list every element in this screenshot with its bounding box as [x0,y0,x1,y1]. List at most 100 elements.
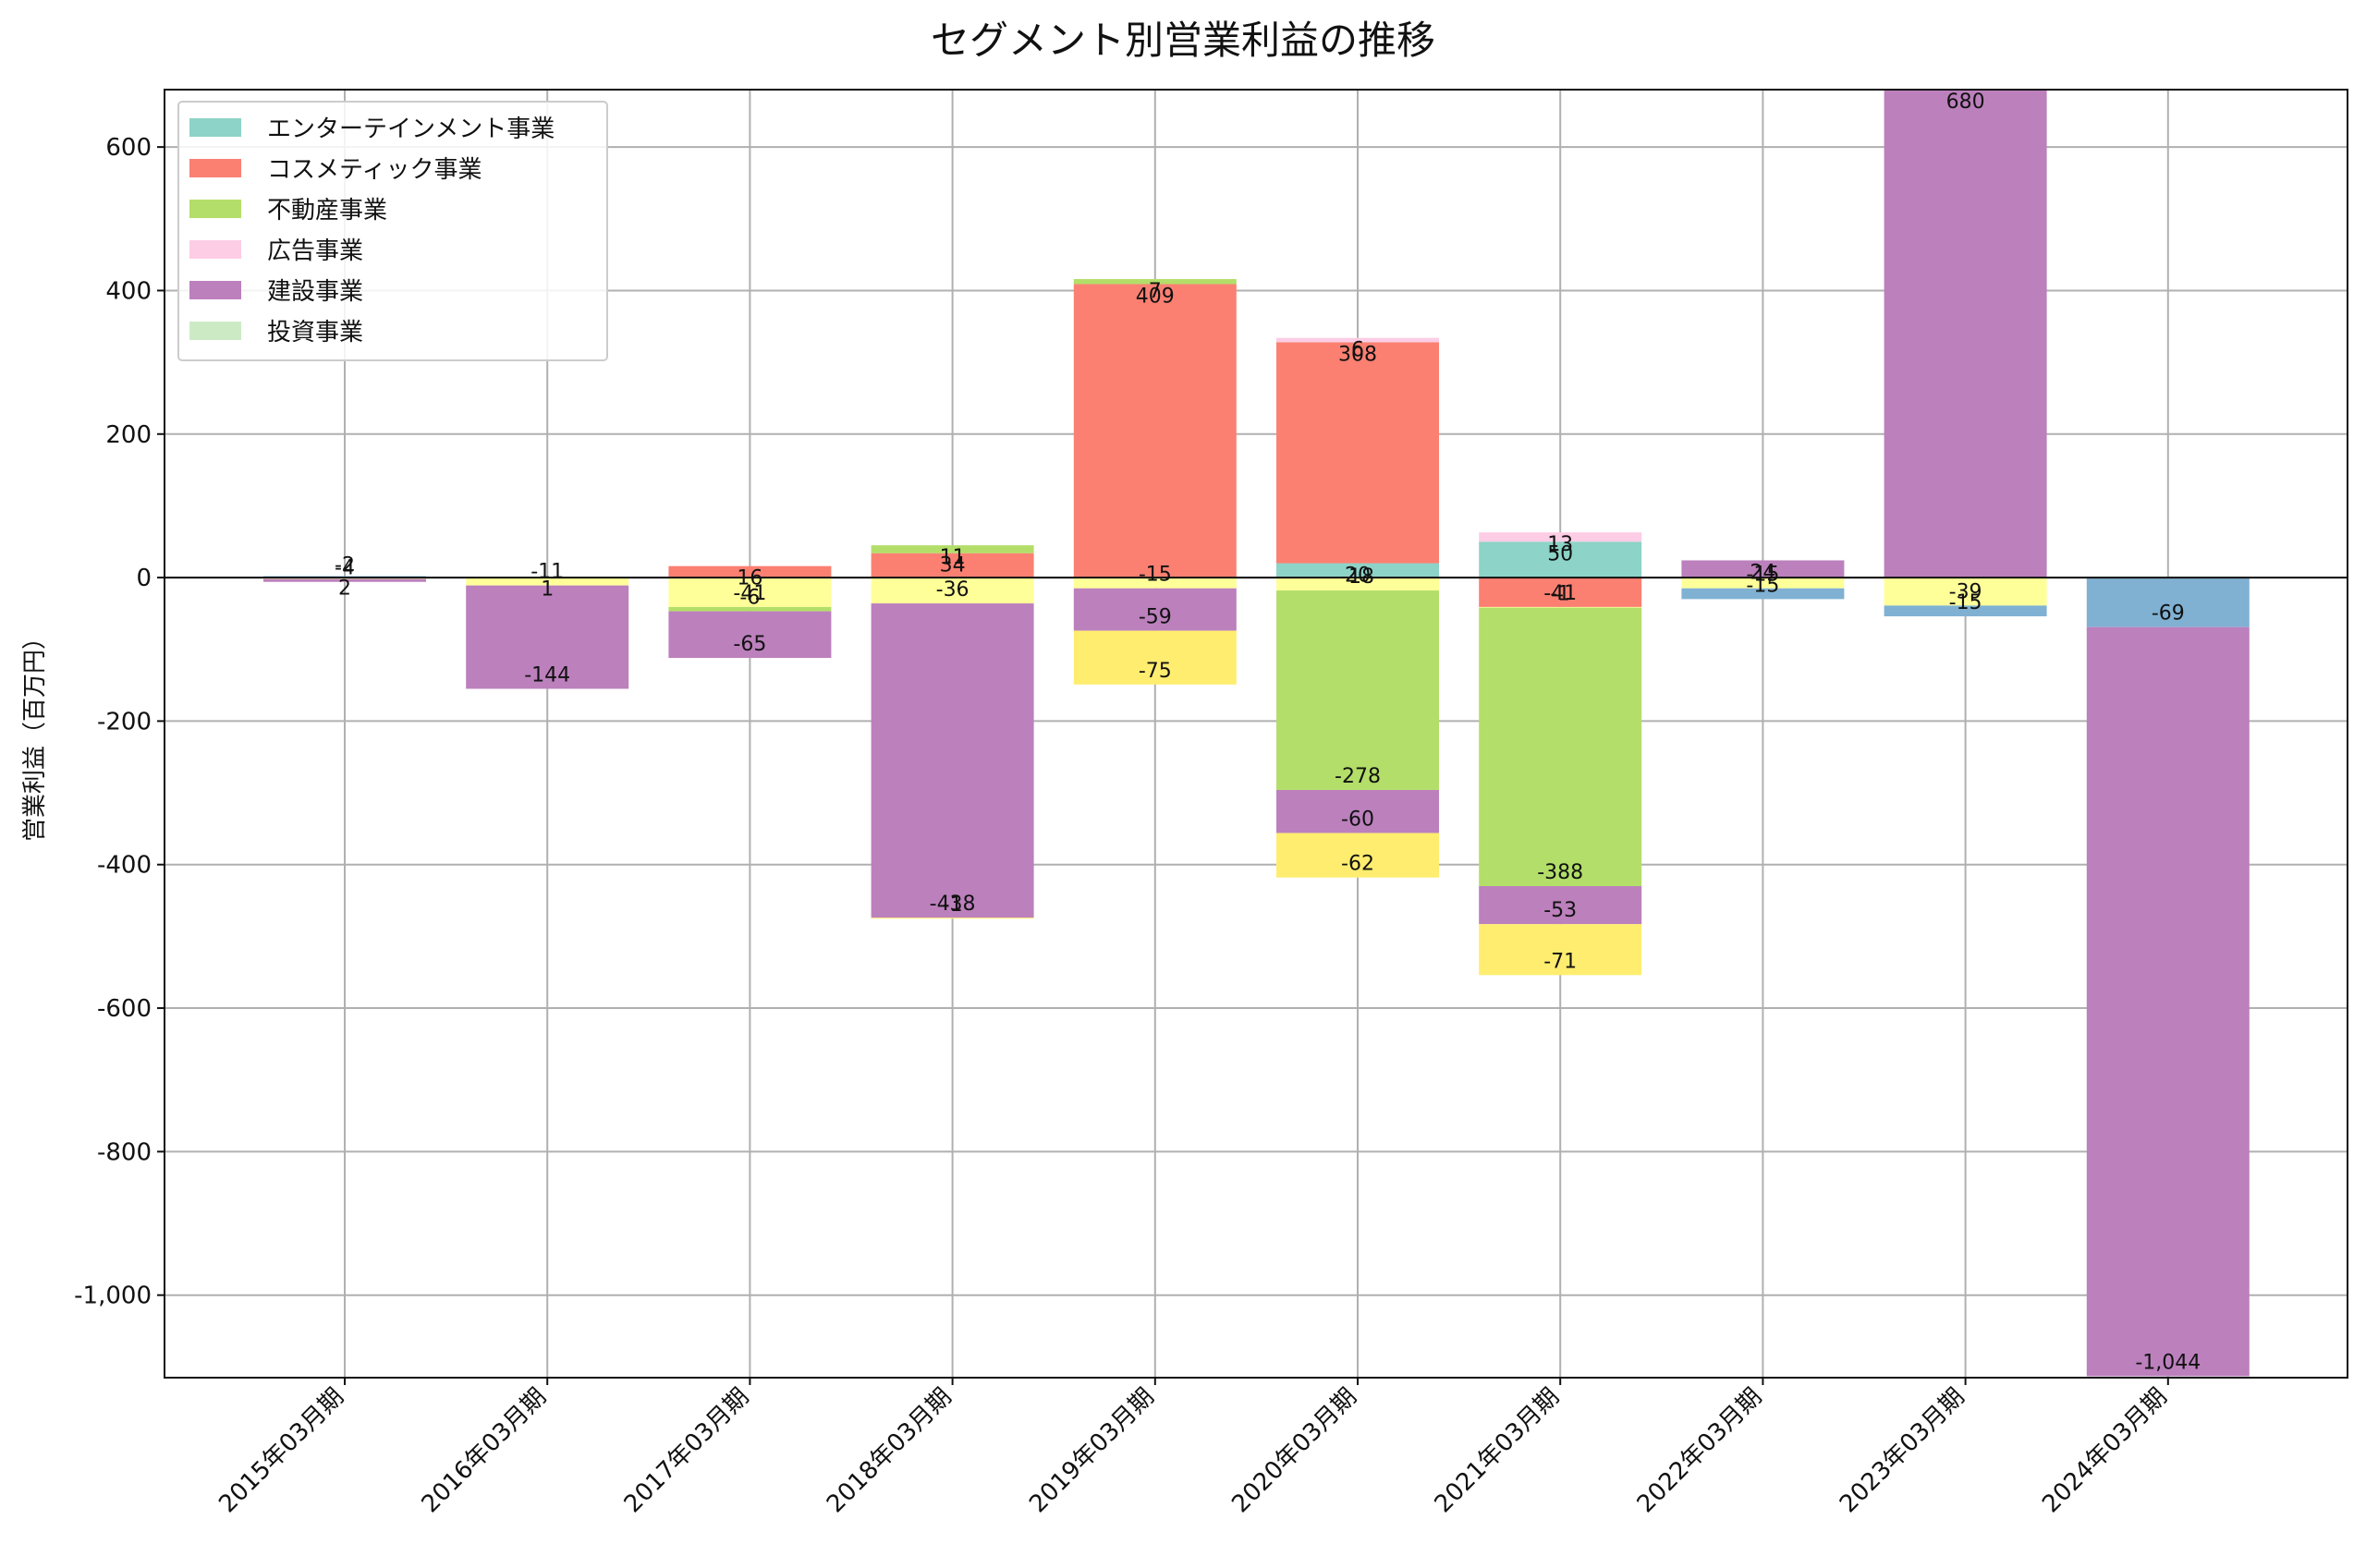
legend-swatch [189,240,241,259]
chart-title: セグメント別営業利益の推移 [930,18,1435,63]
data-label: -11 [531,561,564,584]
legend-swatch [189,281,241,299]
data-label: 24 [1750,561,1775,584]
data-label: -144 [524,663,570,687]
data-label: -278 [1335,765,1381,788]
data-label: -388 [1537,861,1583,884]
y-axis-label: 営業利益（百万円） [21,626,49,842]
y-tick-label: 200 [105,421,152,449]
bar-segment [668,611,832,659]
x-tick-label: 2015年03月期 [213,1383,349,1519]
bar-segment [1884,605,2047,617]
bar-segment [668,565,832,578]
data-label: 20 [1345,565,1371,588]
bar-segment [1276,577,1439,591]
bar-segment [1276,563,1439,578]
legend-swatch [189,200,241,218]
data-label: -1,044 [2135,1351,2201,1374]
bar-segment [1479,541,1642,578]
x-tick-label: 2017年03月期 [619,1383,755,1519]
bar-segment [1884,577,2047,606]
bar-segment [871,603,1034,918]
bar-segment [871,545,1034,553]
x-tick-label: 2023年03月期 [1835,1383,1970,1519]
data-label: -71 [1543,950,1577,973]
x-tick-label: 2018年03月期 [822,1383,957,1519]
x-tick-label: 2020年03月期 [1226,1383,1362,1519]
plot-frame [164,89,2348,1379]
bar-segment [1073,588,1237,631]
bar-segment [1479,924,1642,976]
bar-segment [1479,886,1642,925]
x-tick-label: 2019年03月期 [1024,1383,1160,1519]
x-tick-label: 2016年03月期 [417,1383,553,1519]
bar-segment [1479,606,1642,608]
data-label: -4 [335,557,355,580]
bar-segment [668,606,832,612]
bar-segment [871,577,1034,604]
bar-segment [1681,560,1845,578]
data-label: -15 [1139,564,1172,587]
data-label: 7 [1149,280,1162,303]
legend-entry: 不動産事業 [267,197,387,225]
x-tick-label: 2024年03月期 [2037,1383,2173,1519]
y-tick-label: -1,000 [74,1282,152,1310]
bar-segment [1479,532,1642,542]
data-label: -69 [2152,602,2185,626]
legend-entry: コスメティック事業 [267,156,482,184]
data-label-layer: -2-42 1-11-14416-41-6-653411-36-438-14097… [335,91,2201,1374]
legend-swatch [189,322,241,340]
y-tick-label: -600 [97,995,152,1023]
data-label: -41 [1543,582,1577,605]
data-label: -39 [1949,580,1982,603]
bar-segment [1073,577,1237,589]
data-label: 34 [940,554,966,577]
data-label: 50 [1547,542,1573,565]
data-label: -59 [1139,606,1172,629]
legend-box [177,101,608,361]
bar-segment [1479,577,1642,607]
legend-swatch [189,118,241,137]
data-label: -41 [733,582,766,605]
data-label: 1 [541,577,554,601]
data-label: 6 [1351,339,1364,362]
y-tick-label: 600 [105,134,152,162]
x-tick-label: 2022年03月期 [1632,1383,1768,1519]
y-tick-label: -400 [97,852,152,880]
legend-entry: エンターテインメント事業 [267,115,555,143]
y-tick-label: 400 [105,277,152,305]
data-label: 2 [338,577,351,601]
data-label: -6 [739,587,760,610]
bar-segment [1276,833,1439,878]
bar-segment [1884,90,2047,578]
data-label: 11 [940,546,966,569]
bar-segment [466,577,629,586]
data-label: 680 [1946,91,1985,114]
data-label: 409 [1136,285,1175,308]
legend-entry: 建設事業 [267,278,363,306]
data-label: -65 [733,633,766,656]
legend-entry: 広告事業 [267,237,363,265]
bar-segment [1276,789,1439,833]
y-tick-label: -200 [97,708,152,735]
legend-entry: 投資事業 [267,319,363,346]
bar-segment [1681,588,1845,600]
bar-segment [2086,626,2250,1377]
bar-segment [2086,577,2250,627]
data-label: -15 [1746,564,1779,587]
data-label: -438 [930,893,976,916]
data-label: -1 [943,893,963,917]
bar-segment [668,577,832,607]
data-label: -1 [1550,583,1570,606]
bar-segment [1276,337,1439,343]
data-label: 308 [1338,343,1377,366]
data-label: -62 [1341,853,1374,876]
data-label: -15 [1949,591,1982,614]
y-tick-label: 0 [136,565,152,592]
data-label: -53 [1543,899,1577,922]
x-tick-label: 2021年03月期 [1430,1383,1566,1519]
data-label: -75 [1139,660,1172,683]
bar-segment [1073,279,1237,285]
bar-segment [1276,342,1439,564]
